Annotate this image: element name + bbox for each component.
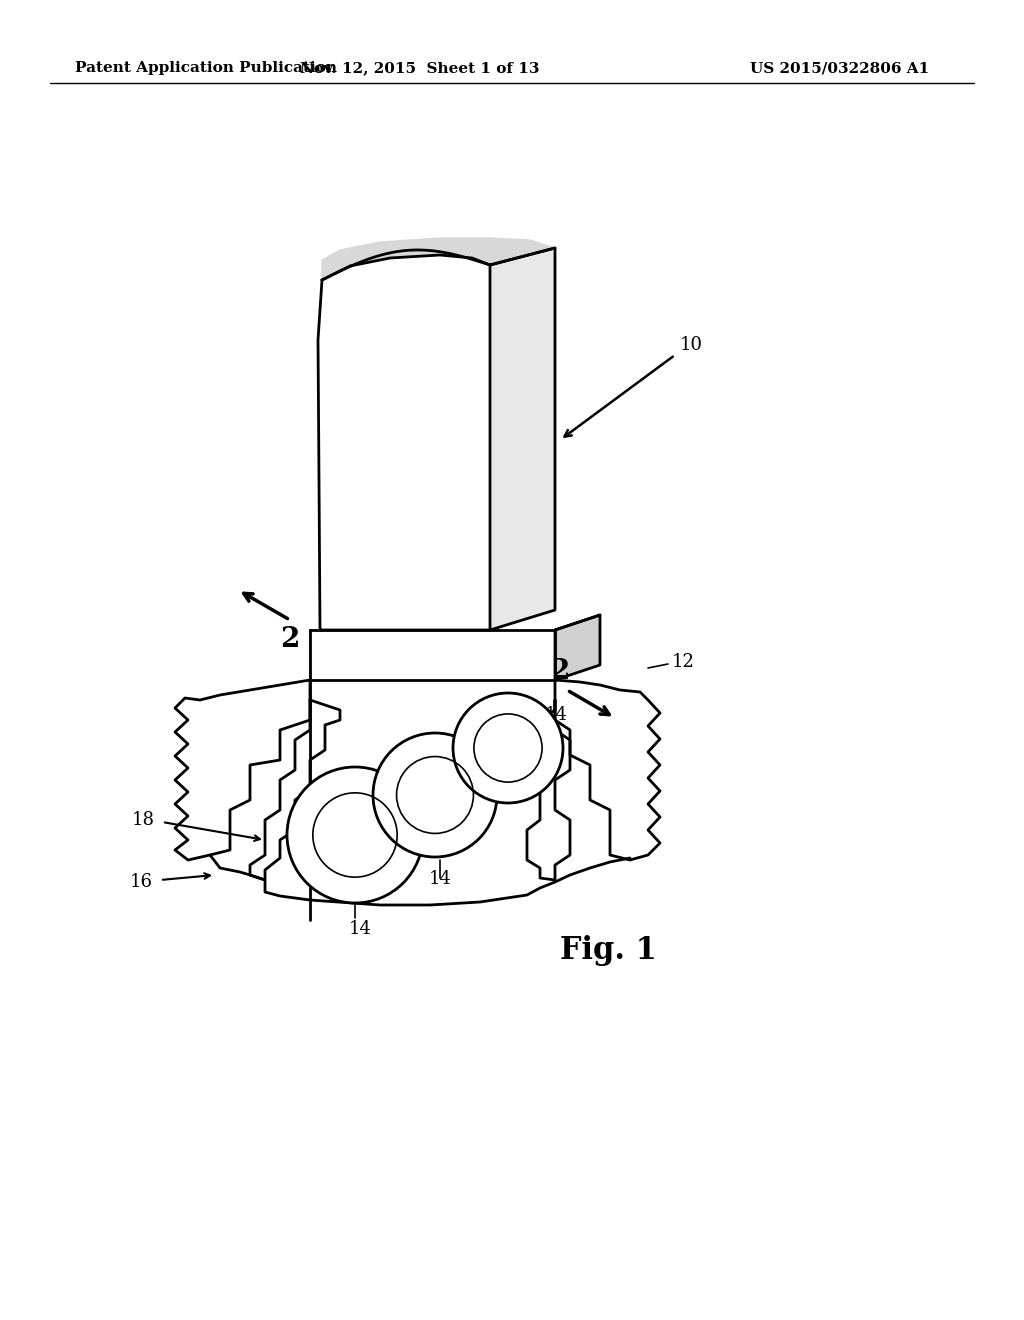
Text: US 2015/0322806 A1: US 2015/0322806 A1 [750,61,929,75]
Text: 14: 14 [545,706,568,723]
Text: Patent Application Publication: Patent Application Publication [75,61,337,75]
Text: 14: 14 [429,870,452,888]
Polygon shape [555,615,600,680]
Polygon shape [175,680,310,861]
Text: 16: 16 [130,873,153,891]
Text: 2: 2 [550,657,569,685]
Text: 2: 2 [281,626,300,653]
Polygon shape [322,238,555,280]
Polygon shape [210,855,630,1001]
Text: 18: 18 [132,810,155,829]
Circle shape [453,693,563,803]
Polygon shape [310,630,555,680]
Text: 14: 14 [348,920,372,939]
Text: Fig. 1: Fig. 1 [560,935,656,965]
Polygon shape [490,248,555,630]
Text: 12: 12 [672,653,695,671]
Circle shape [287,767,423,903]
Text: Nov. 12, 2015  Sheet 1 of 13: Nov. 12, 2015 Sheet 1 of 13 [300,61,540,75]
Circle shape [373,733,497,857]
Polygon shape [318,255,490,630]
Text: 10: 10 [680,337,703,354]
Polygon shape [555,680,660,861]
